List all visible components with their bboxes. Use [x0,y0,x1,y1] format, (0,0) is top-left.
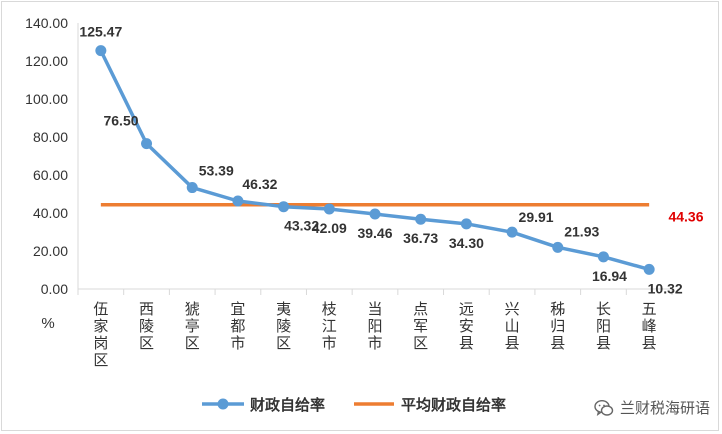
data-label: 34.30 [449,235,484,251]
x-category-label: 点军区 [413,300,428,352]
x-category-label: 秭归县 [550,300,565,352]
x-category-label: 五峰县 [642,300,657,352]
data-point [506,226,518,238]
data-point [323,203,335,215]
y-unit-label: % [41,315,54,332]
data-point [141,138,153,150]
data-label: 125.47 [79,24,122,40]
x-category-label: 枝江市 [322,300,337,352]
data-point [369,208,381,220]
x-category-label: 长阳县 [596,300,611,352]
x-category-label: 猇亭区 [185,300,200,352]
legend-series-marker [217,398,229,410]
y-tick-label: 40.00 [33,205,68,221]
x-category-label: 夷陵区 [276,300,291,352]
watermark-text: 兰财税海研语 [619,399,710,417]
data-label: 42.09 [312,220,347,236]
data-label: 39.46 [357,225,392,241]
y-tick-label: 60.00 [33,167,68,183]
y-tick-label: 120.00 [25,53,68,69]
data-point [278,201,290,213]
data-point [460,218,472,230]
x-category-label: 当阳市 [367,300,382,352]
data-label: 16.94 [592,268,627,284]
wechat-logo-icon [594,399,614,416]
x-category-label: 伍家岗区 [93,300,108,369]
data-point [95,45,107,57]
y-tick-label: 20.00 [33,243,68,259]
legend-average-label: 平均财政自给率 [401,396,506,414]
data-label: 43.32 [284,218,319,234]
y-tick-label: 140.00 [25,15,68,31]
data-point [232,195,244,207]
y-tick-label: 100.00 [25,91,68,107]
watermark: 兰财税海研语 [594,397,710,418]
x-category-label: 兴山县 [505,300,520,352]
data-label: 53.39 [199,163,234,179]
data-point [643,263,655,275]
data-label: 10.32 [648,280,683,296]
data-label: 21.93 [564,223,599,239]
average-value-label: 44.36 [668,209,703,225]
data-point [415,213,427,225]
y-tick-label: 0.00 [41,281,68,297]
x-category-label: 宜都市 [230,300,245,352]
x-category-label: 远安县 [459,300,474,352]
data-point [186,182,198,194]
x-category-label: 西陵区 [139,300,154,352]
data-label: 76.50 [103,113,138,129]
data-point [552,241,564,253]
data-label: 29.91 [519,209,554,225]
legend-series-label: 财政自给率 [250,396,325,414]
data-label: 46.32 [242,176,277,192]
data-point [597,251,609,263]
y-tick-label: 80.00 [33,129,68,145]
data-label: 36.73 [403,230,438,246]
